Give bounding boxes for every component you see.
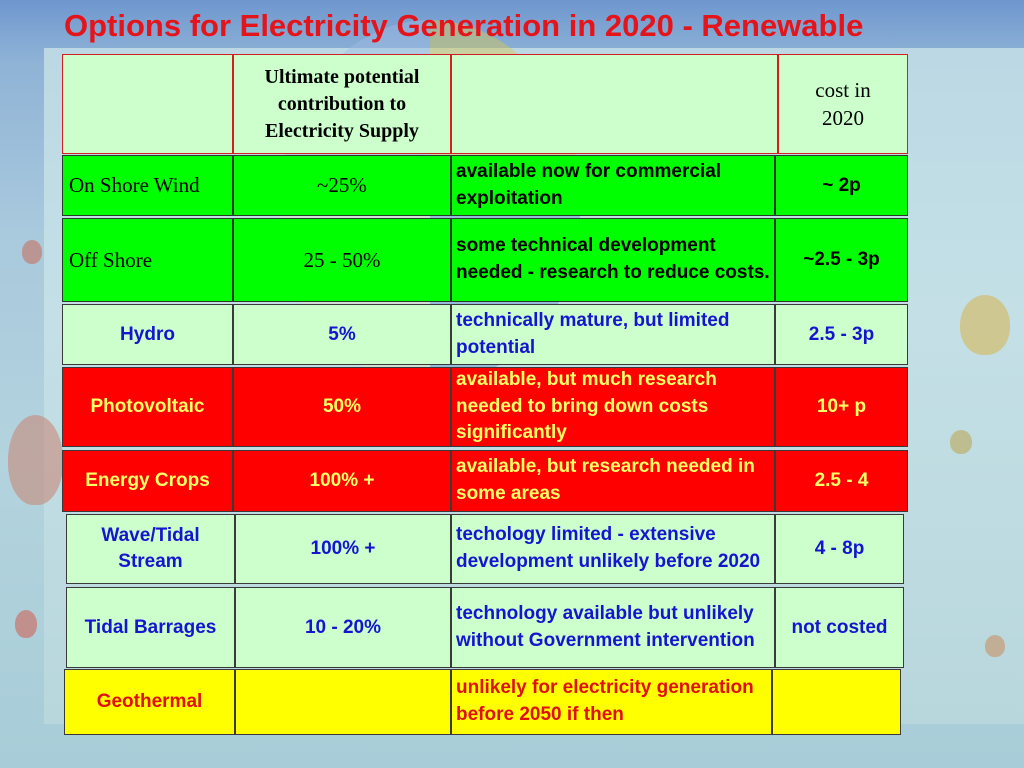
row-wave-tidal-status: techology limited - extensive developmen… [451, 514, 775, 584]
row-wave-tidal-name: Wave/Tidal Stream [66, 514, 235, 584]
row-photovoltaic-name: Photovoltaic [62, 367, 233, 447]
balloon-image [950, 430, 972, 454]
row-tidal-barrages-potential: 10 - 20% [235, 587, 451, 668]
row-energy-crops-name: Energy Crops [62, 450, 233, 512]
row-on-shore-wind-status: available now for commercial exploitatio… [451, 155, 775, 216]
row-tidal-barrages-name: Tidal Barrages [66, 587, 235, 668]
balloon-image [15, 610, 37, 638]
row-geothermal-potential [235, 669, 451, 735]
balloon-image [8, 415, 63, 505]
row-energy-crops-potential: 100% + [233, 450, 451, 512]
balloon-image [985, 635, 1005, 657]
row-wave-tidal-potential: 100% + [235, 514, 451, 584]
header-cell-cost: cost in 2020 [778, 54, 908, 154]
balloon-image [960, 295, 1010, 355]
row-wave-tidal-cost: 4 - 8p [775, 514, 904, 584]
row-photovoltaic-status: available, but much research needed to b… [451, 367, 775, 447]
header-cell-technology [62, 54, 233, 154]
row-on-shore-wind-cost: ~ 2p [775, 155, 908, 216]
header-cell-status [451, 54, 778, 154]
row-geothermal-status: unlikely for electricity generation befo… [451, 669, 772, 735]
header-cell-potential: Ultimate potential contribution to Elect… [233, 54, 451, 154]
row-energy-crops-cost: 2.5 - 4 [775, 450, 908, 512]
row-off-shore-potential: 25 - 50% [233, 218, 451, 302]
row-photovoltaic-potential: 50% [233, 367, 451, 447]
row-off-shore-name: Off Shore [62, 218, 233, 302]
row-energy-crops-status: available, but research needed in some a… [451, 450, 775, 512]
row-geothermal-name: Geothermal [64, 669, 235, 735]
row-on-shore-wind-name: On Shore Wind [62, 155, 233, 216]
row-hydro-cost: 2.5 - 3p [775, 304, 908, 365]
row-geothermal-cost [772, 669, 901, 735]
row-photovoltaic-cost: 10+ p [775, 367, 908, 447]
row-hydro-name: Hydro [62, 304, 233, 365]
row-off-shore-status: some technical development needed - rese… [451, 218, 775, 302]
slide-title: Options for Electricity Generation in 20… [64, 8, 864, 43]
row-off-shore-cost: ~2.5 - 3p [775, 218, 908, 302]
row-tidal-barrages-status: technology available but unlikely withou… [451, 587, 775, 668]
row-hydro-status: technically mature, but limited potentia… [451, 304, 775, 365]
row-hydro-potential: 5% [233, 304, 451, 365]
row-on-shore-wind-potential: ~25% [233, 155, 451, 216]
balloon-image [22, 240, 42, 264]
row-tidal-barrages-cost: not costed [775, 587, 904, 668]
